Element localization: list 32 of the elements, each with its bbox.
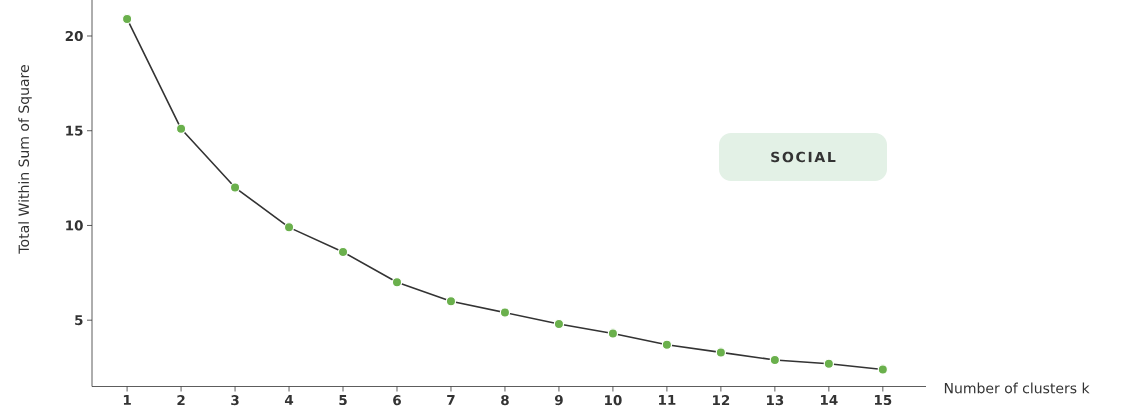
y-tick-label: 10 (66, 220, 83, 231)
y-axis-title: Total Within Sum of Square (18, 65, 32, 254)
point (877, 364, 889, 375)
x-tick-label: 2 (177, 395, 185, 406)
y-tick-label: 15 (66, 125, 83, 136)
point (715, 347, 727, 358)
x-tick-label: 6 (393, 395, 401, 406)
x-tick-label: 11 (659, 395, 676, 405)
x-tick-label: 3 (231, 395, 239, 406)
y-tick-label: 20 (65, 30, 83, 42)
x-tick-label: 1 (123, 395, 131, 405)
x-tick-label: 9 (554, 395, 563, 406)
y-tick-label: 5 (75, 315, 83, 326)
x-tick-label: 7 (447, 395, 455, 405)
x-tick-label: 4 (284, 395, 294, 405)
point (283, 222, 295, 233)
x-tick-label: 14 (820, 395, 838, 405)
point (499, 307, 511, 318)
point (391, 277, 403, 288)
x-axis-title: Number of clusters k (944, 382, 1090, 394)
x-tick-label: 13 (766, 395, 784, 406)
x-tick-label: 8 (501, 395, 509, 406)
point (445, 296, 457, 307)
point (121, 13, 133, 25)
point (823, 358, 835, 369)
x-tick-label: 12 (713, 395, 730, 406)
x-tick-label: 15 (874, 395, 892, 406)
point (229, 182, 241, 193)
annotation: SOCIAL (771, 151, 836, 163)
x-tick-label: 10 (605, 395, 622, 406)
point (607, 328, 619, 339)
x-tick-label: 5 (339, 395, 347, 406)
